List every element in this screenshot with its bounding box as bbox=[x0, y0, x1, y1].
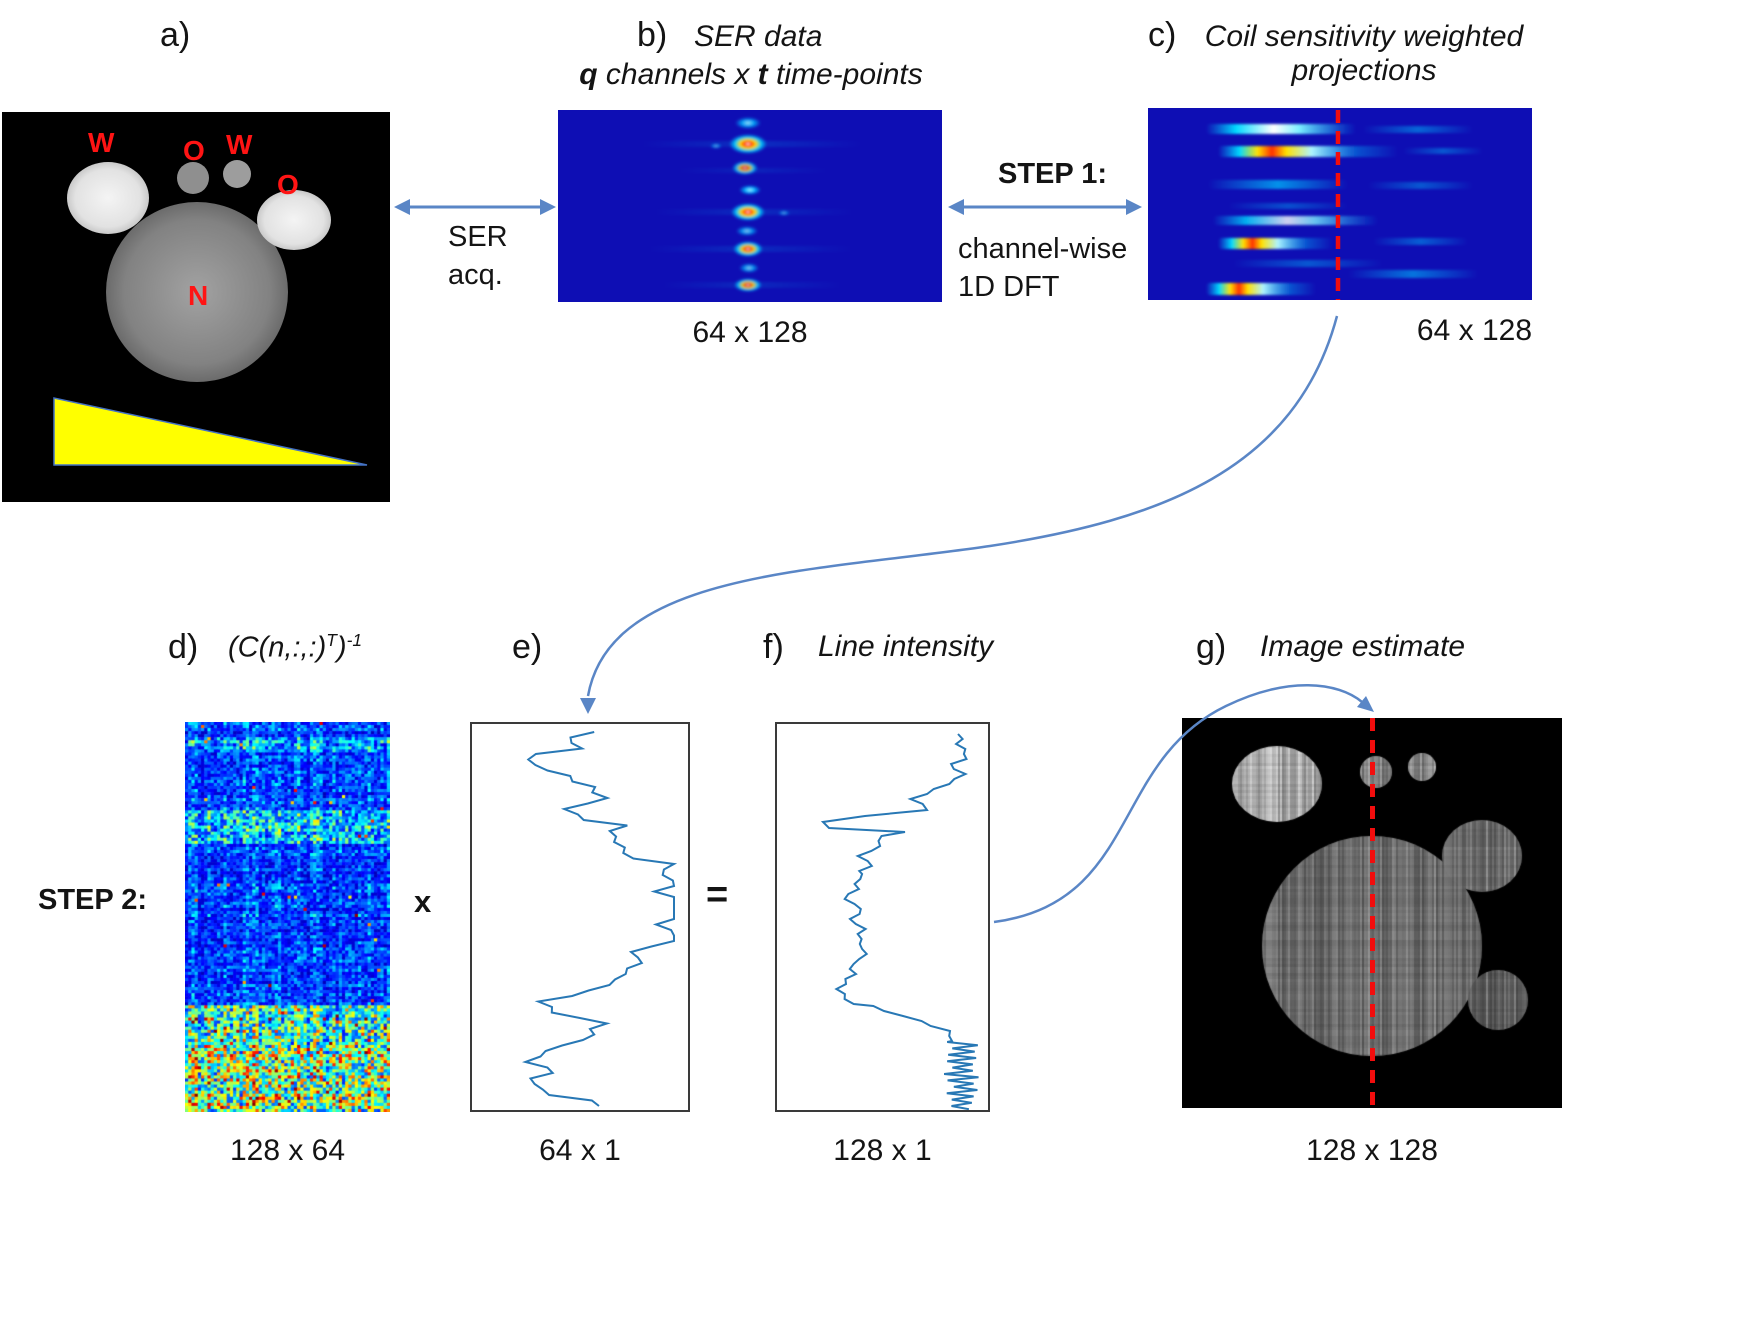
panel-b-title: SER data bbox=[694, 20, 823, 53]
red-dashed-line-g bbox=[1370, 718, 1375, 1108]
step1-description: channel-wise 1D DFT bbox=[958, 230, 1127, 306]
formula-sup-T: T bbox=[326, 630, 337, 650]
step1-desc-line2: 1D DFT bbox=[958, 271, 1060, 303]
formula-sup-inv: -1 bbox=[346, 630, 363, 650]
panel-f-dims: 128 x 1 bbox=[833, 1134, 932, 1167]
step1-desc-line1: channel-wise bbox=[958, 233, 1128, 265]
panel-b-subtitle-q: q bbox=[579, 58, 598, 91]
panel-d-matrix-heatmap bbox=[185, 722, 390, 1112]
ser-acq-line2: acq. bbox=[448, 259, 503, 291]
formula-base2: ) bbox=[336, 631, 347, 664]
panel-f-label: f) bbox=[763, 628, 784, 666]
panel-b-dims: 64 x 128 bbox=[692, 316, 808, 349]
panel-e-label: e) bbox=[512, 628, 543, 666]
panel-e-plot-svg bbox=[521, 731, 678, 1107]
panel-a-phantom-image: W O W O N bbox=[2, 112, 390, 502]
heatmap-c-streaks bbox=[1206, 124, 1483, 295]
phantom-water-blob-left bbox=[67, 162, 149, 234]
annotation-w1: W bbox=[88, 127, 115, 158]
panel-b-subtitle-t: t bbox=[757, 58, 768, 91]
panel-e-line bbox=[521, 731, 678, 1107]
panel-a-label: a) bbox=[160, 16, 191, 54]
panel-c-dims: 64 x 128 bbox=[1416, 314, 1532, 347]
step1-label: STEP 1: bbox=[998, 158, 1108, 190]
phantom-water-circle-2 bbox=[223, 160, 251, 188]
panel-b-subtitle: q channels x t time-points bbox=[556, 58, 946, 92]
multiply-operator: x bbox=[414, 884, 432, 919]
panel-c-label: c) bbox=[1148, 16, 1177, 54]
panel-b-heatmap bbox=[558, 110, 942, 302]
panel-g-title: Image estimate bbox=[1260, 630, 1466, 663]
phantom-main-circle bbox=[106, 202, 288, 382]
phantom-yellow-wedge bbox=[53, 397, 368, 466]
double-arrow-a-b-icon bbox=[394, 199, 556, 215]
panel-b-label: b) bbox=[637, 16, 668, 54]
formula-base1: (C(n,:,:) bbox=[228, 631, 327, 664]
panel-f-plot bbox=[775, 722, 990, 1112]
panel-e-plot bbox=[470, 722, 690, 1112]
annotation-o1: O bbox=[183, 135, 205, 166]
panel-c-title-line1: Coil sensitivity weighted bbox=[1204, 20, 1524, 53]
step2-label: STEP 2: bbox=[38, 884, 148, 916]
ser-acq-label: SER acq. bbox=[448, 218, 508, 294]
panel-d-formula: (C(n,:,:)T)-1 bbox=[228, 630, 362, 665]
annotation-o2: O bbox=[277, 169, 299, 200]
heatmap-b-hotspots bbox=[642, 117, 862, 292]
panel-b-subtitle-mid: channels x bbox=[597, 58, 758, 91]
phantom-oil-blob-right bbox=[257, 190, 331, 250]
phantom-oil-circle-1 bbox=[177, 162, 209, 194]
panel-g-dims: 128 x 128 bbox=[1306, 1134, 1438, 1167]
panel-g-label: g) bbox=[1196, 628, 1227, 666]
annotation-n: N bbox=[188, 280, 208, 311]
panel-e-dims: 64 x 1 bbox=[539, 1134, 621, 1167]
double-arrow-b-c-icon bbox=[948, 199, 1142, 215]
annotation-w2: W bbox=[226, 129, 253, 160]
panel-d-label: d) bbox=[168, 628, 199, 666]
panel-c-title-line2: projections bbox=[1291, 54, 1437, 87]
equals-operator: = bbox=[706, 874, 729, 916]
panel-f-plot-svg bbox=[820, 733, 979, 1110]
panel-f-line bbox=[820, 733, 979, 1110]
panel-c-heatmap bbox=[1148, 108, 1532, 300]
ser-acq-line1: SER bbox=[448, 221, 508, 253]
panel-c-title: Coil sensitivity weighted projections bbox=[1188, 20, 1540, 88]
panel-f-title: Line intensity bbox=[818, 630, 994, 663]
panel-d-dims: 128 x 64 bbox=[229, 1134, 346, 1167]
panel-b-subtitle-end: time-points bbox=[767, 58, 923, 91]
